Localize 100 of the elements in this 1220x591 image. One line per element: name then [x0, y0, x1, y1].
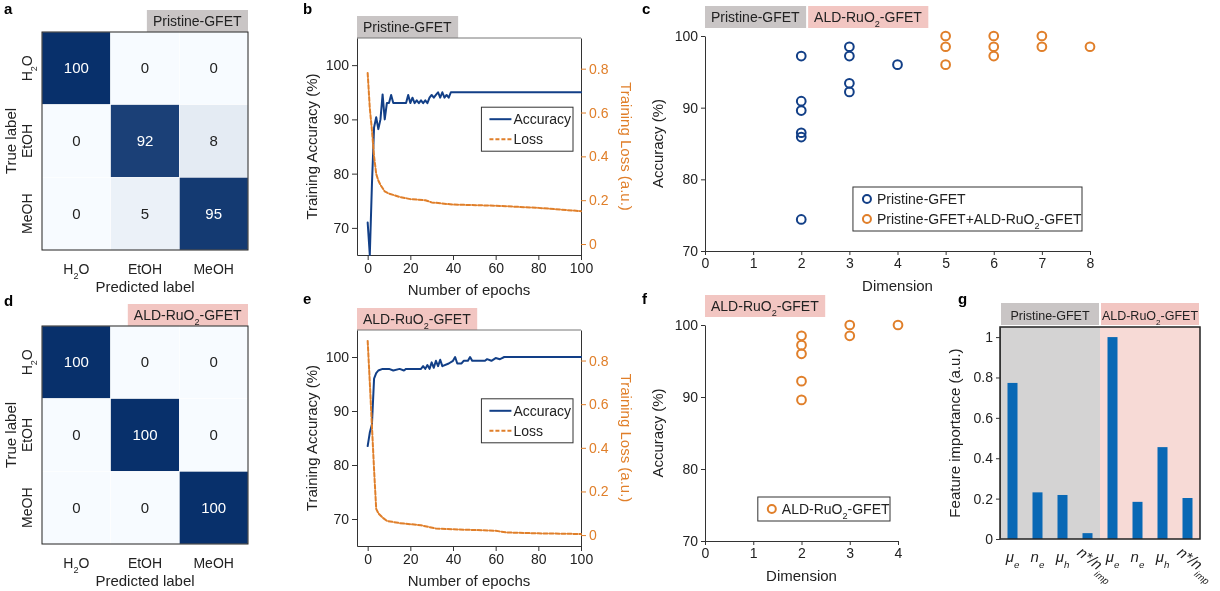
x-tick-label: n$_{e}$	[1030, 547, 1045, 570]
y-tick-label: MeOH	[19, 487, 35, 528]
y-tick-label: EtOH	[19, 417, 35, 453]
legend-label: Loss	[513, 131, 543, 148]
data-label: 100	[63, 59, 89, 77]
legend-label: Pristine-GFET	[876, 191, 967, 207]
point	[796, 348, 807, 360]
y2-tick-label: 0.2	[589, 192, 609, 209]
y-tick-label: 0.4	[973, 450, 994, 467]
text: ALD-RuO$_{2}$-GFET	[1101, 309, 1199, 327]
x-tick-label: H$_{2}$O	[63, 260, 90, 281]
x-tick-label: μ$_{e}$	[1004, 547, 1020, 570]
chart-subtitle: ALD-RuO$_{2}$-GFET	[814, 9, 923, 29]
point	[844, 319, 856, 331]
x-tick-label: 3	[845, 254, 854, 271]
legend-label: Loss	[513, 422, 543, 439]
y-tick-label: 100	[674, 27, 699, 44]
point	[988, 50, 1000, 62]
point	[892, 59, 903, 71]
x-tick-label: 100	[569, 550, 594, 567]
x-tick-label: EtOH	[127, 554, 163, 571]
bar	[1107, 337, 1118, 539]
y-tick-label: 70	[682, 242, 699, 259]
y-tick-label: 80	[333, 456, 350, 473]
point	[940, 59, 951, 71]
y2-axis-title: Training Loss (a.u.)	[618, 373, 635, 503]
y-axis-title: Accuracy (%)	[649, 98, 666, 189]
bar	[1157, 447, 1168, 539]
x-tick-label: H$_{2}$O	[63, 554, 90, 575]
data-label: 0	[72, 132, 81, 149]
point	[844, 86, 855, 98]
text: c	[642, 0, 651, 17]
chart-title: Pristine-GFET	[152, 13, 242, 29]
y-axis-title: Accuracy (%)	[649, 388, 666, 478]
point	[795, 105, 807, 116]
bar	[1007, 382, 1018, 539]
line-series	[366, 356, 582, 448]
y2-tick-label: 0.6	[589, 396, 609, 413]
legend-label: Accuracy	[513, 111, 571, 128]
chart-title: ALD-RuO$_{2}$-GFET	[711, 298, 820, 318]
x-axis-title: Number of epochs	[407, 281, 531, 298]
text: e	[303, 290, 312, 307]
y-tick-label: 80	[682, 460, 699, 477]
x-tick-label: 80	[531, 259, 547, 276]
line-series	[366, 91, 582, 256]
y-tick-label: MeOH	[19, 193, 35, 234]
point	[795, 131, 807, 143]
data-label: 0	[72, 498, 81, 516]
bar	[1057, 494, 1068, 539]
chart-title: ALD-RuO$_{2}$-GFET	[133, 307, 242, 327]
x-tick-label: μ$_{h}$	[1054, 547, 1070, 570]
y2-tick-label: 0.8	[589, 352, 609, 369]
y2-axis-title: Training Loss (a.u.)	[618, 82, 635, 211]
y-axis-title: Training Accuracy (%)	[303, 364, 320, 512]
data-label: 0	[72, 204, 81, 222]
point	[1084, 41, 1096, 53]
y2-tick-label: 0	[589, 527, 597, 544]
point	[1036, 30, 1048, 42]
data-label: 100	[201, 498, 227, 516]
point	[795, 127, 807, 139]
point	[988, 41, 1000, 53]
text: Pristine-GFET	[1010, 309, 1090, 323]
x-tick-label: 2	[798, 544, 807, 561]
y2-tick-label: 0.2	[589, 483, 609, 500]
x-tick-label: 4	[894, 544, 903, 561]
data-label: 0	[209, 353, 218, 371]
y-tick-label: 0.2	[973, 490, 994, 507]
y-axis-title: True label	[2, 107, 19, 175]
legend-label: Pristine-GFET+ALD-RuO$_{2}$-GFET	[876, 211, 1082, 231]
text: d	[4, 292, 14, 309]
x-tick-label: EtOH	[127, 260, 163, 277]
data-label: 0	[140, 353, 150, 371]
x-tick-label: MeOH	[193, 260, 234, 277]
x-tick-label: μ$_{h}$	[1154, 547, 1170, 570]
x-tick-label: 0	[364, 550, 373, 567]
x-tick-label: 7	[1038, 254, 1047, 271]
point	[844, 77, 855, 89]
y-tick-label: 80	[682, 171, 699, 188]
y-tick-label: 1	[985, 329, 994, 346]
data-label: 0	[72, 426, 81, 443]
x-tick-label: 1	[749, 544, 758, 561]
x-axis-title: Dimension	[862, 277, 933, 294]
y-tick-label: 70	[333, 510, 350, 527]
data-label: 100	[63, 353, 89, 371]
point	[795, 50, 807, 62]
x-tick-label: 60	[488, 259, 505, 276]
y-tick-label: 100	[325, 348, 350, 365]
x-axis-title: Predicted label	[95, 278, 195, 295]
point	[796, 375, 807, 387]
x-tick-label: MeOH	[193, 554, 234, 571]
x-tick-label: μ$_{e}$	[1104, 547, 1120, 570]
text: a	[4, 0, 13, 17]
chart-title: ALD-RuO$_{2}$-GFET	[363, 311, 472, 331]
x-tick-label: 0	[364, 259, 373, 276]
x-tick-label: 5	[942, 254, 951, 271]
data-label: 8	[209, 132, 218, 149]
y-tick-label: 90	[333, 111, 350, 128]
point	[795, 95, 807, 107]
x-axis-title: Predicted label	[95, 572, 195, 589]
point	[892, 319, 904, 331]
